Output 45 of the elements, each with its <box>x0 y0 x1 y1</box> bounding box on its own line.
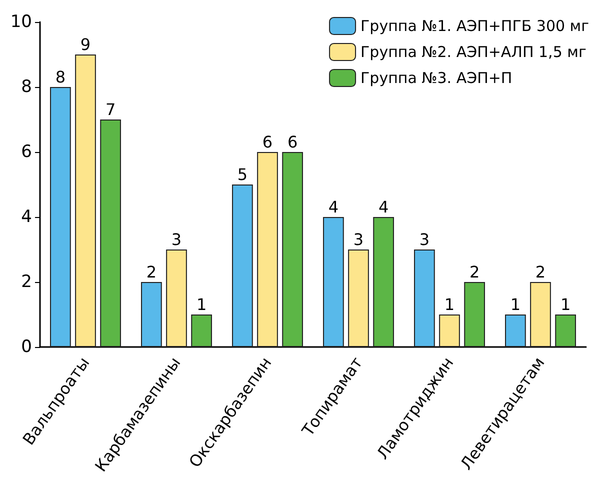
data-label: 3 <box>353 230 364 249</box>
data-label: 1 <box>196 295 207 314</box>
data-label: 5 <box>237 165 248 184</box>
bar <box>323 217 344 347</box>
y-tick-label: 2 <box>21 272 32 292</box>
bar <box>191 314 212 347</box>
data-label: 1 <box>560 295 571 314</box>
bar <box>373 217 394 347</box>
data-label: 6 <box>262 132 273 152</box>
bar <box>464 282 485 347</box>
bar <box>505 314 526 347</box>
data-label: 7 <box>105 100 116 119</box>
bar <box>439 314 460 347</box>
bar <box>348 250 369 347</box>
bar <box>282 152 303 347</box>
bar <box>530 282 551 347</box>
data-label: 1 <box>510 295 521 314</box>
bar <box>100 120 121 347</box>
data-label: 4 <box>328 198 339 216</box>
y-tick-label: 8 <box>21 77 32 97</box>
bar <box>50 87 71 347</box>
legend-label: Группа №2. АЭП+АЛП 1,5 мг <box>360 43 586 61</box>
bar <box>166 250 187 347</box>
data-label: 4 <box>378 198 389 216</box>
data-label: 2 <box>535 262 546 282</box>
bar <box>141 282 162 347</box>
legend-label: Группа №3. АЭП+П <box>360 69 512 87</box>
bar <box>257 152 278 347</box>
data-label: 3 <box>419 230 430 249</box>
y-tick-label: 4 <box>21 207 32 227</box>
data-label: 3 <box>171 230 182 249</box>
bar <box>555 314 576 347</box>
bar <box>75 54 96 347</box>
data-label: 2 <box>469 262 480 282</box>
legend-label: Группа №1. АЭП+ПГБ 300 мг <box>360 17 590 35</box>
data-label: 8 <box>55 68 66 86</box>
data-label: 6 <box>287 132 298 152</box>
y-tick-label: 10 <box>10 12 32 32</box>
y-tick-label: 6 <box>21 142 32 162</box>
bar <box>232 184 253 347</box>
data-label: 9 <box>80 35 91 54</box>
data-label: 2 <box>146 262 157 282</box>
bar <box>414 250 435 347</box>
y-tick-label: 0 <box>21 337 32 357</box>
data-label: 1 <box>444 295 455 314</box>
